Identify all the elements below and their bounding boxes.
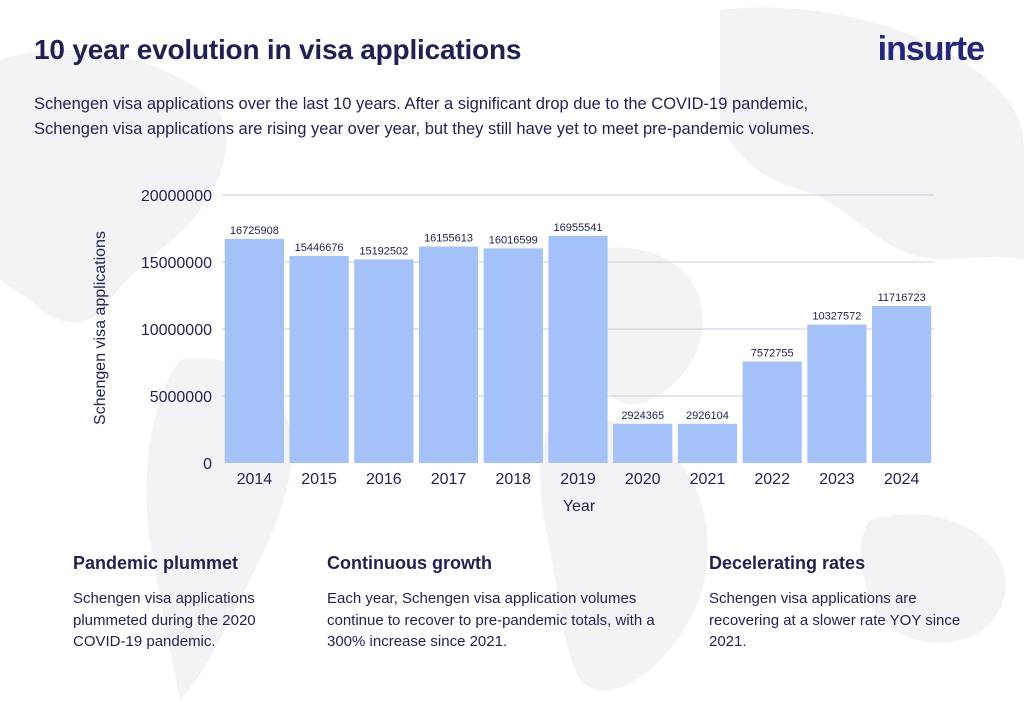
bar-2017 bbox=[418, 246, 479, 463]
x-tick-label: 2018 bbox=[495, 471, 531, 488]
bar-value-labels: 16725908 15446676 15192502 16155613 16016599… bbox=[230, 222, 926, 422]
bar-2023 bbox=[807, 324, 867, 463]
insight-card: Continuous growth Each year, Schengen vi… bbox=[327, 553, 687, 653]
x-tick-label: 2014 bbox=[237, 471, 273, 488]
bars bbox=[224, 235, 932, 463]
bar-value-label: 15446676 bbox=[295, 242, 344, 254]
bar-value-label: 16155613 bbox=[424, 233, 473, 245]
x-tick-label: 2016 bbox=[366, 471, 402, 488]
bar-value-label: 2926104 bbox=[686, 410, 729, 422]
bar-2014 bbox=[224, 238, 284, 463]
y-tick-label: 0 bbox=[203, 456, 212, 473]
bar-2020 bbox=[613, 423, 673, 463]
bar-2021 bbox=[677, 423, 738, 463]
bar-value-label: 15192502 bbox=[359, 245, 408, 257]
bar-2024 bbox=[872, 305, 932, 463]
x-tick-label: 2024 bbox=[884, 471, 920, 488]
insight-card-text: Each year, Schengen visa application vol… bbox=[327, 590, 655, 650]
x-tick-label: 2020 bbox=[625, 471, 661, 488]
brand-logo: insurte bbox=[877, 30, 985, 68]
insight-card: Pandemic plummet Schengen visa applicati… bbox=[73, 553, 303, 653]
y-tick-label: 5000000 bbox=[150, 389, 212, 406]
bar-value-label: 16955541 bbox=[554, 222, 603, 234]
bar-2022 bbox=[742, 361, 802, 463]
bar-2019 bbox=[548, 235, 608, 463]
bar-2015 bbox=[289, 256, 349, 463]
x-tick-label: 2019 bbox=[560, 471, 596, 488]
x-tick-label: 2022 bbox=[754, 471, 790, 488]
x-axis-title: Year bbox=[563, 498, 596, 515]
y-axis-title: Schengen visa applications bbox=[92, 231, 109, 425]
bar-value-label: 10327572 bbox=[812, 311, 861, 323]
insight-card-text: Schengen visa applications are recoverin… bbox=[709, 590, 961, 650]
bar-value-label: 2924365 bbox=[621, 410, 664, 422]
insight-card-text: Schengen visa applications plummeted dur… bbox=[73, 590, 256, 650]
bar-2018 bbox=[483, 248, 543, 463]
insight-card-title: Pandemic plummet bbox=[73, 553, 239, 573]
insight-card: Decelerating rates Schengen visa applica… bbox=[709, 553, 979, 653]
insight-card-title: Continuous growth bbox=[327, 553, 492, 573]
x-tick-label: 2023 bbox=[819, 471, 855, 488]
bar-value-label: 7572755 bbox=[751, 348, 794, 360]
x-tick-label: 2021 bbox=[690, 471, 726, 488]
page-title: 10 year evolution in visa applications bbox=[34, 34, 522, 65]
y-tick-label: 10000000 bbox=[141, 322, 212, 339]
x-tick-label: 2017 bbox=[431, 471, 467, 488]
x-axis-ticks: 2014 2015 2016 2017 2018 2019 2020 2021 2022 2023… bbox=[237, 471, 920, 488]
x-tick-label: 2015 bbox=[301, 471, 337, 488]
page-subtitle: Schengen visa applications over the last… bbox=[34, 95, 815, 138]
y-tick-label: 15000000 bbox=[141, 255, 212, 272]
y-axis-ticks: 0 5000000 10000000 15000000 20000000 bbox=[141, 188, 212, 473]
bar-2016 bbox=[354, 259, 414, 463]
bar-value-label: 16725908 bbox=[230, 225, 279, 237]
insight-card-title: Decelerating rates bbox=[709, 553, 866, 573]
y-tick-label: 20000000 bbox=[141, 188, 212, 205]
bar-value-label: 16016599 bbox=[489, 234, 538, 246]
bar-value-label: 11716723 bbox=[878, 292, 926, 304]
